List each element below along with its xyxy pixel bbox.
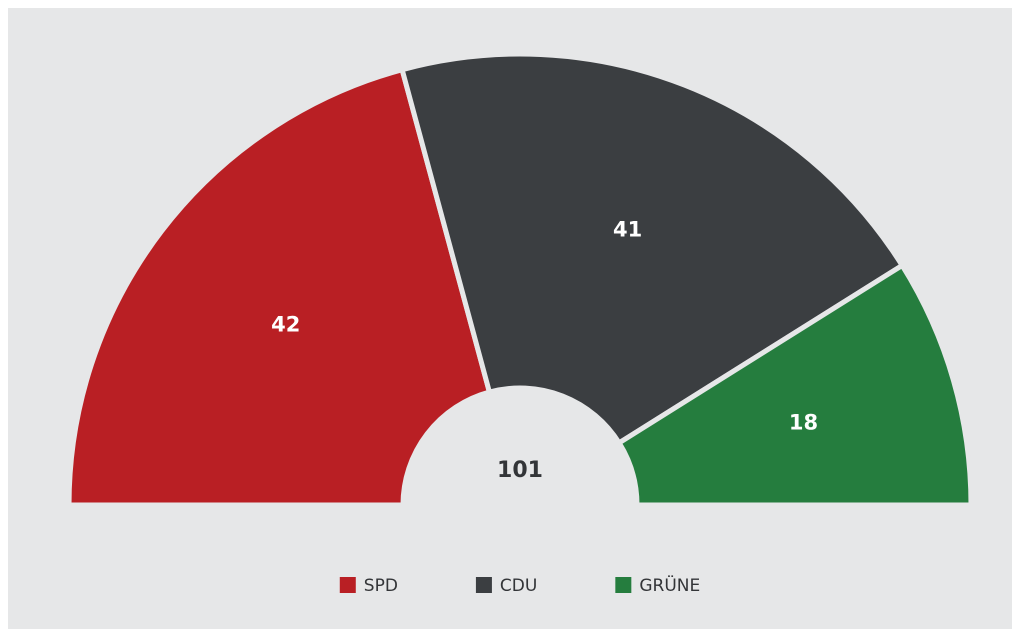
- legend-swatch: [615, 577, 632, 593]
- slice-label: 42: [271, 313, 300, 337]
- slice-label: 18: [789, 410, 818, 434]
- legend-label: SPD: [364, 576, 398, 596]
- slice: [399, 51, 905, 446]
- legend-swatch: [339, 577, 356, 593]
- legend-label: CDU: [500, 576, 537, 596]
- slice-label: 41: [613, 217, 642, 241]
- slice: [616, 262, 974, 508]
- legend-swatch: [475, 577, 492, 593]
- legend-label: GRÜNE: [639, 574, 700, 596]
- slice: [66, 67, 492, 508]
- total-label: 101: [497, 458, 543, 483]
